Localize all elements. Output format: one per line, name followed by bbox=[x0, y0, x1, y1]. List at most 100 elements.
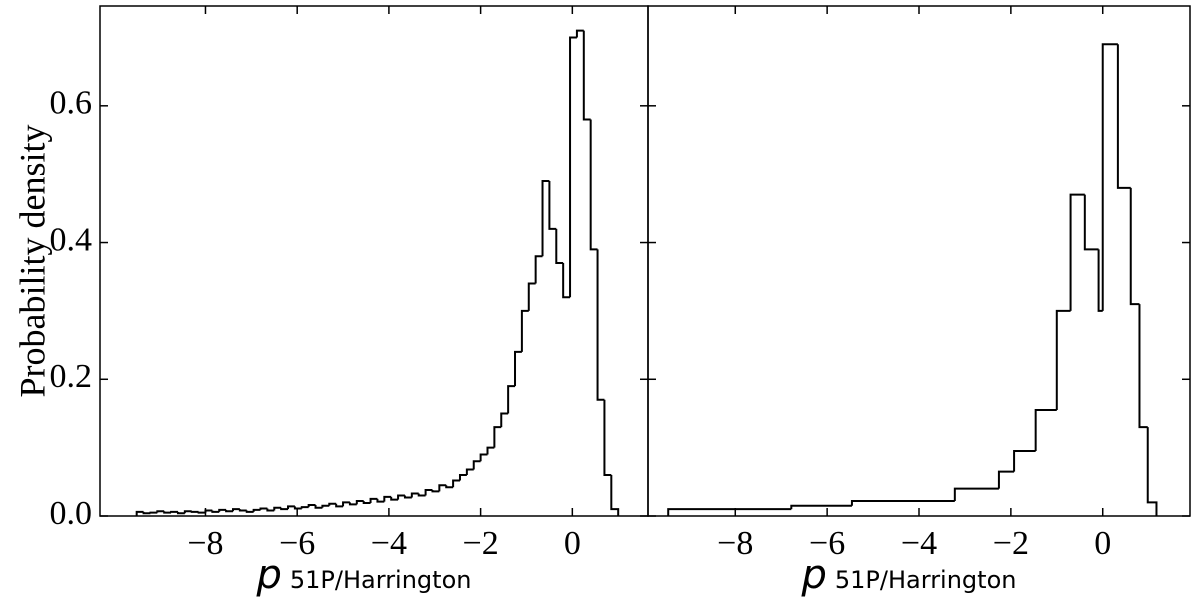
histogram-bar bbox=[790, 504, 852, 510]
histogram-bar bbox=[1069, 193, 1085, 311]
histogram-bar bbox=[1034, 409, 1057, 452]
histogram-bar bbox=[417, 493, 426, 497]
histogram-bar bbox=[603, 399, 612, 476]
histogram-bar bbox=[245, 510, 254, 513]
histogram-bar bbox=[321, 504, 330, 508]
histogram-bar bbox=[850, 499, 955, 506]
histogram-bar bbox=[197, 511, 206, 514]
histogram-bar bbox=[211, 510, 220, 513]
histogram-bar bbox=[335, 503, 344, 508]
histogram-bar bbox=[176, 511, 185, 515]
x-axis-subscript: 51P/Harrington bbox=[290, 566, 472, 594]
histogram-bar bbox=[445, 485, 454, 489]
histogram-bar bbox=[610, 474, 620, 516]
histogram-bar bbox=[534, 255, 543, 284]
histogram-bar bbox=[1146, 427, 1158, 516]
histogram-bar bbox=[541, 180, 550, 257]
histogram-bar bbox=[431, 490, 440, 493]
histogram-bar bbox=[500, 412, 509, 428]
histogram-bar bbox=[231, 508, 240, 512]
histogram-bar bbox=[479, 453, 488, 462]
histogram-bar bbox=[348, 502, 357, 506]
histogram-bar bbox=[252, 508, 261, 512]
histogram-bar bbox=[953, 487, 999, 501]
histogram-bar bbox=[1101, 43, 1118, 311]
histogram-bar bbox=[452, 479, 460, 488]
histogram-bar bbox=[225, 509, 233, 513]
histogram-bar bbox=[582, 30, 591, 121]
histogram-bar bbox=[293, 506, 302, 510]
plot-frame bbox=[99, 5, 649, 517]
histogram-bar bbox=[403, 495, 412, 499]
x-tick-label: −2 bbox=[463, 525, 499, 562]
histogram-bar bbox=[472, 460, 481, 470]
histogram-bar bbox=[667, 508, 792, 516]
histogram-bar bbox=[280, 507, 289, 511]
histogram-bar bbox=[355, 499, 364, 505]
histogram-bar bbox=[569, 36, 577, 298]
histogram-bar bbox=[362, 500, 371, 505]
histogram-bar bbox=[527, 282, 536, 311]
histogram-bar bbox=[300, 506, 309, 509]
x-tick-label: −2 bbox=[993, 525, 1029, 562]
y-tick-label: 0.0 bbox=[50, 495, 93, 532]
histogram-bar bbox=[575, 29, 584, 38]
histogram-bar bbox=[273, 506, 282, 511]
histogram-bar bbox=[287, 505, 295, 510]
histogram-bar bbox=[170, 510, 178, 513]
y-tick-label: 0.6 bbox=[50, 85, 93, 122]
histogram-bar bbox=[342, 501, 350, 507]
x-tick-label: −6 bbox=[279, 525, 315, 562]
histogram-bar bbox=[266, 508, 275, 512]
histogram-bar bbox=[1055, 309, 1071, 411]
histogram-bar bbox=[397, 494, 405, 500]
histogram-bar bbox=[135, 510, 144, 516]
histogram-bar bbox=[507, 385, 516, 414]
histogram-bar bbox=[1129, 187, 1140, 306]
histogram-bar bbox=[589, 119, 598, 251]
histogram-bar bbox=[514, 350, 522, 387]
histogram-bar bbox=[142, 511, 151, 515]
histogram-bar bbox=[190, 510, 199, 513]
x-axis-subscript: 51P/Harrington bbox=[835, 566, 1017, 594]
y-axis-label: Probability density bbox=[12, 125, 52, 398]
histogram-bar bbox=[424, 489, 433, 496]
histogram-bar bbox=[307, 504, 316, 508]
histogram-bar bbox=[555, 228, 564, 265]
x-tick-label: 0 bbox=[564, 525, 581, 562]
x-tick-label: 0 bbox=[1094, 525, 1111, 562]
histogram-bar bbox=[458, 473, 467, 481]
histogram-bar bbox=[314, 505, 323, 509]
histogram-bar bbox=[163, 511, 172, 514]
histogram-bar bbox=[369, 497, 378, 504]
histogram-bar bbox=[149, 511, 158, 514]
histogram-bar bbox=[383, 495, 392, 502]
histogram-bar bbox=[156, 510, 165, 513]
histogram-bar bbox=[596, 249, 605, 401]
plot-frame bbox=[647, 5, 1191, 517]
histogram-bar bbox=[486, 446, 495, 455]
histogram-bar bbox=[390, 496, 399, 501]
histogram-bar bbox=[218, 508, 227, 512]
histogram-bar bbox=[438, 484, 447, 492]
histogram-bar bbox=[520, 309, 529, 352]
x-tick-label: −4 bbox=[901, 525, 937, 562]
histogram-bar bbox=[493, 426, 502, 448]
histogram-bar bbox=[259, 507, 268, 510]
x-axis-label: p 51P/Harrington bbox=[801, 552, 1017, 598]
histogram-bar bbox=[376, 498, 385, 503]
x-tick-label: −4 bbox=[371, 525, 407, 562]
x-tick-label: −8 bbox=[187, 525, 223, 562]
histogram-bar bbox=[997, 470, 1015, 489]
histogram-bar bbox=[183, 510, 192, 514]
x-tick-label: −6 bbox=[809, 525, 845, 562]
histogram-bar bbox=[548, 181, 557, 230]
histogram-bar bbox=[1097, 249, 1103, 312]
histogram-bar bbox=[562, 263, 571, 299]
histogram-bar bbox=[328, 502, 337, 506]
y-tick-label: 0.4 bbox=[50, 221, 93, 258]
x-axis-label: p 51P/Harrington bbox=[256, 552, 472, 598]
x-axis-symbol: p bbox=[256, 552, 282, 598]
histogram-bar bbox=[1138, 304, 1148, 429]
